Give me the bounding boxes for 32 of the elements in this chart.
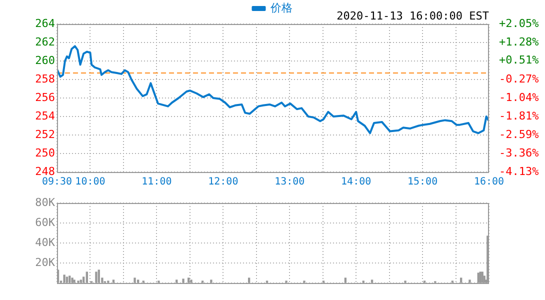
y-tick-label: 20K (35, 256, 56, 269)
x-tick-label: 15:00 (407, 176, 438, 188)
x-tick-label: 09:30 (42, 176, 72, 188)
y2-tick-label: -0.27% (499, 72, 540, 86)
y-tick-label: 252 (35, 128, 55, 141)
x-tick-label: 11:00 (142, 176, 172, 188)
x-tick-label: 14:00 (341, 176, 372, 188)
y-tick-label: 250 (35, 146, 55, 160)
x-tick-label: 10:00 (75, 176, 106, 188)
x-tick-label: 16:00 (474, 176, 504, 188)
y-tick-label: 264 (35, 16, 56, 30)
y2-tick-label: -1.04% (499, 90, 540, 104)
x-tick-label: 12:00 (208, 176, 238, 188)
y-tick-label: 40K (35, 236, 56, 249)
y2-tick-label: +1.28% (499, 35, 540, 48)
y-tick-label: 254 (35, 109, 56, 122)
y2-tick-label: +2.05% (499, 16, 540, 30)
x-tick-label: 13:00 (274, 176, 305, 188)
text: 2020-11-13 16:00:00 EST (336, 9, 490, 22)
y2-tick-label: -1.81% (499, 109, 540, 122)
y-tick-label: 80K (35, 196, 56, 209)
y2-tick-label: -4.13% (499, 164, 540, 178)
y-tick-label: 248 (35, 164, 55, 178)
y-tick-label: 262 (35, 35, 55, 48)
y-tick-label: 60K (35, 216, 56, 229)
y2-tick-label: +0.51% (499, 54, 540, 67)
y-tick-label: 256 (35, 90, 55, 104)
legend-label: 价格 (269, 1, 292, 14)
y2-tick-label: -3.36% (499, 146, 540, 160)
y-tick-label: 258 (35, 72, 55, 86)
y-tick-label: 260 (35, 54, 55, 67)
y2-tick-label: -2.59% (499, 128, 540, 141)
